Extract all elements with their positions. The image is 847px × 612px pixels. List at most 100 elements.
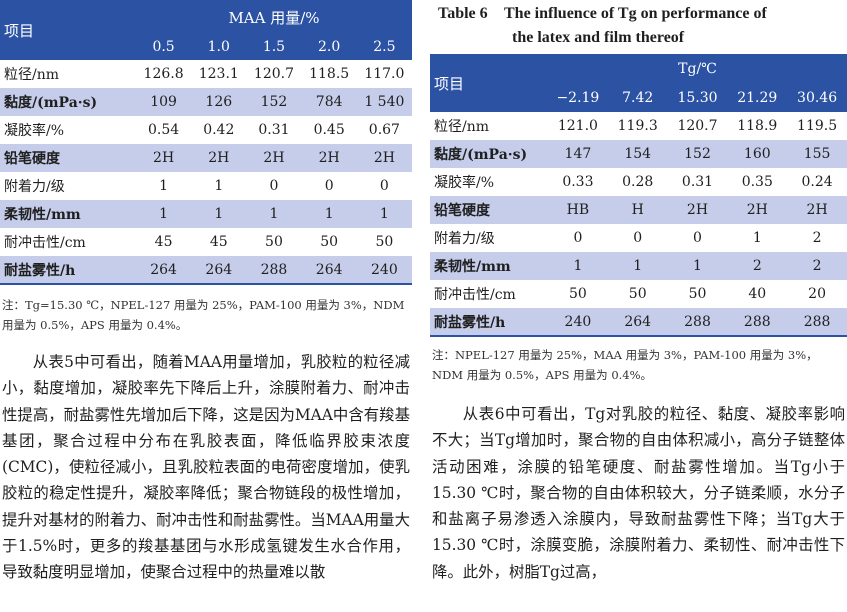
- table-cell: 120.7: [253, 66, 295, 82]
- table-cell: 1: [573, 258, 583, 274]
- table-cell: 0: [379, 178, 389, 194]
- table-row: 柔韧性/mm 1 1 1 2 2: [430, 252, 847, 280]
- table-cell: 0.24: [801, 174, 833, 190]
- row-label: 粒径/nm: [434, 119, 490, 135]
- row-label: 凝胶率/%: [4, 123, 65, 139]
- table-cell: 40: [748, 286, 767, 302]
- table-cell: 0.35: [741, 174, 773, 190]
- table-cell: 0.28: [622, 174, 654, 190]
- row-label: 耐冲击性/cm: [4, 235, 86, 251]
- table-cell: 118.5: [309, 66, 350, 82]
- table-row: 耐冲击性/cm 45 45 50 50 50: [0, 228, 412, 256]
- row-label: 耐盐雾性/h: [434, 314, 506, 331]
- table-cell: 2: [812, 258, 822, 274]
- table-cell: 119.3: [617, 118, 658, 134]
- table-row: 附着力/级 1 1 0 0 0: [0, 172, 412, 200]
- table6-caption-line1: The influence of Tg on performance of: [504, 5, 767, 22]
- table-cell: 2: [812, 230, 822, 246]
- table-cell: 154: [624, 146, 652, 162]
- table-cell: 1: [633, 258, 643, 274]
- table-row: 黏度/(mPa·s) 109 126 152 784 1 540: [0, 88, 412, 116]
- table6-col-header: 15.30: [667, 84, 728, 112]
- table-cell: 1: [693, 258, 702, 274]
- table-cell: 119.5: [797, 118, 838, 134]
- table-cell: 0.54: [148, 122, 180, 138]
- table-cell: 0.67: [368, 122, 400, 138]
- table-cell: 0: [269, 178, 279, 194]
- table-cell: 1: [379, 206, 389, 222]
- table-cell: 0.31: [258, 122, 290, 138]
- table5-col-header: 1.0: [191, 34, 247, 60]
- table-cell: 288: [684, 313, 711, 330]
- table6-col-header: 7.42: [607, 84, 668, 112]
- table-cell: 1: [324, 206, 334, 222]
- right-column: Table 6 The influence of Tg on performanc…: [430, 0, 847, 585]
- row-label: 铅笔硬度: [4, 151, 60, 167]
- table-cell: 152: [260, 94, 288, 110]
- table-cell: 0.33: [562, 174, 594, 190]
- table-cell: 0.31: [681, 174, 714, 190]
- row-label: 柔韧性/mm: [4, 207, 81, 223]
- table5-header-group: MAA 用量/%: [136, 0, 412, 34]
- table-cell: 264: [624, 313, 652, 330]
- table-cell: 45: [209, 234, 228, 250]
- table-cell: 2H: [686, 202, 709, 218]
- table6-col-header: −2.19: [548, 84, 608, 112]
- table-cell: H: [631, 202, 644, 218]
- table-row: 耐盐雾性/h 264 264 288 264 240: [0, 256, 412, 284]
- row-label: 柔韧性/mm: [434, 259, 511, 275]
- table-row: 耐盐雾性/h 240 264 288 288 288: [430, 308, 847, 336]
- table5-header-item: 项目: [0, 0, 136, 60]
- table-cell: 264: [150, 261, 177, 278]
- table-cell: 1: [214, 178, 224, 194]
- table-cell: 1: [214, 206, 224, 222]
- row-label: 粒径/nm: [4, 67, 60, 83]
- table6-note: 注：NPEL-127 用量为 25%，MAA 用量为 3%，PAM-100 用量…: [432, 348, 818, 382]
- table-cell: 0: [693, 230, 702, 246]
- row-label: 黏度/(mPa·s): [4, 95, 98, 111]
- table-cell: 0.45: [313, 122, 345, 138]
- table-cell: 120.7: [677, 118, 718, 134]
- table-cell: 50: [320, 234, 339, 250]
- table-row: 凝胶率/% 0.54 0.42 0.31 0.45 0.67: [0, 116, 412, 144]
- row-label: 附着力/级: [434, 231, 495, 247]
- table-cell: 1 540: [364, 94, 405, 110]
- table-cell: 0: [324, 178, 334, 194]
- table5-note: 注：Tg=15.30 ℃，NPEL-127 用量为 25%，PAM-100 用量…: [2, 298, 405, 332]
- table-cell: 118.9: [737, 118, 778, 134]
- table-cell: 240: [564, 313, 592, 330]
- table-cell: 288: [743, 313, 771, 330]
- table-cell: 152: [684, 146, 711, 162]
- table6-caption: Table 6 The influence of Tg on performanc…: [430, 0, 847, 54]
- table-row: 黏度/(mPa·s) 147 154 152 160 155: [430, 140, 847, 168]
- table-cell: 0: [633, 230, 643, 246]
- table6-header-item: 项目: [430, 54, 548, 112]
- right-paragraph: 从表6中可看出，Tg对乳胶的粒径、黏度、凝胶率影响不大；当Tg增加时，聚合物的自…: [432, 405, 845, 581]
- table6-caption-number: Table 6: [438, 5, 488, 22]
- table-row: 耐冲击性/cm 50 50 50 40 20: [430, 280, 847, 308]
- table-row: 柔韧性/mm 1 1 1 1 1: [0, 200, 412, 228]
- table-row: 附着力/级 0 0 0 1 2: [430, 224, 847, 252]
- table5-col-header: 2.0: [301, 34, 357, 60]
- row-label: 耐盐雾性/h: [4, 262, 76, 279]
- left-column: 项目 MAA 用量/% 0.5 1.0 1.5 2.0 2.5 粒径/nm 126.8 12…: [0, 0, 412, 586]
- table-cell: 240: [371, 261, 398, 278]
- table-cell: 2H: [208, 150, 230, 166]
- table-cell: 1: [159, 206, 169, 222]
- table-cell: 1: [752, 230, 762, 246]
- table5-col-header: 1.5: [246, 34, 302, 60]
- table-cell: 2H: [318, 150, 340, 166]
- table-cell: 117.0: [364, 66, 405, 82]
- table-cell: 1: [159, 178, 169, 194]
- table-cell: 784: [315, 94, 343, 110]
- row-label: 黏度/(mPa·s): [434, 147, 528, 163]
- table-cell: HB: [566, 202, 590, 218]
- table-cell: 264: [315, 261, 343, 278]
- table-cell: 2: [752, 258, 762, 274]
- table-cell: 123.1: [198, 66, 239, 82]
- table-row: 粒径/nm 126.8 123.1 120.7 118.5 117.0: [0, 60, 412, 88]
- row-label: 附着力/级: [4, 179, 65, 195]
- table-cell: 147: [564, 146, 592, 162]
- table-cell: 121.0: [557, 118, 598, 134]
- table-row: 铅笔硬度 HB H 2H 2H 2H: [430, 196, 847, 224]
